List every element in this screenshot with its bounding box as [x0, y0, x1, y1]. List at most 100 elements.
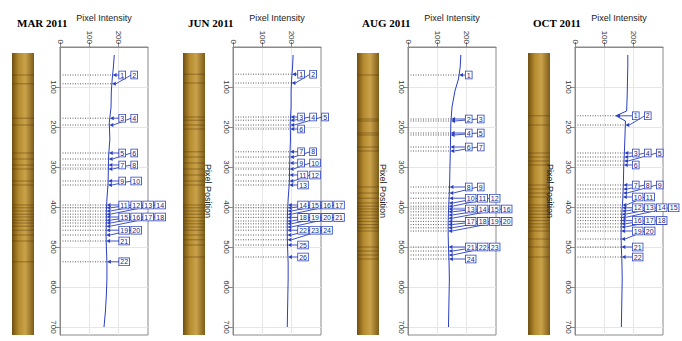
svg-text:8: 8: [311, 148, 315, 155]
svg-text:200: 200: [222, 120, 231, 134]
svg-text:9: 9: [658, 182, 662, 189]
svg-text:200: 200: [462, 31, 471, 45]
svg-text:16: 16: [634, 217, 642, 224]
svg-text:20: 20: [323, 214, 331, 221]
svg-text:19: 19: [120, 227, 128, 234]
svg-text:10: 10: [634, 194, 642, 201]
svg-text:23: 23: [491, 244, 499, 251]
svg-text:13: 13: [646, 204, 654, 211]
svg-text:15: 15: [491, 206, 499, 213]
svg-text:14: 14: [156, 202, 164, 209]
svg-text:7: 7: [299, 148, 303, 155]
svg-text:0: 0: [404, 40, 413, 45]
svg-text:20: 20: [132, 227, 140, 234]
svg-text:3: 3: [299, 114, 303, 121]
svg-text:400: 400: [222, 200, 231, 214]
svg-text:12: 12: [132, 202, 140, 209]
svg-text:7: 7: [479, 144, 483, 151]
svg-text:400: 400: [397, 200, 406, 214]
svg-text:14: 14: [479, 206, 487, 213]
svg-text:20: 20: [646, 228, 654, 235]
svg-text:14: 14: [658, 204, 666, 211]
svg-text:400: 400: [564, 200, 573, 214]
svg-text:600: 600: [49, 280, 58, 294]
svg-text:24: 24: [323, 227, 331, 234]
svg-text:18: 18: [658, 217, 666, 224]
svg-text:9: 9: [299, 160, 303, 167]
svg-text:20: 20: [503, 218, 511, 225]
svg-text:21: 21: [467, 244, 475, 251]
svg-text:6: 6: [299, 126, 303, 133]
svg-text:22: 22: [634, 254, 642, 261]
svg-text:700: 700: [222, 320, 231, 334]
svg-text:17: 17: [335, 202, 343, 209]
svg-text:22: 22: [299, 227, 307, 234]
svg-text:16: 16: [503, 206, 511, 213]
svg-text:MAR 2011: MAR 2011: [17, 17, 67, 29]
svg-text:13: 13: [144, 202, 152, 209]
svg-text:17: 17: [144, 214, 152, 221]
svg-text:19: 19: [634, 228, 642, 235]
svg-text:700: 700: [564, 320, 573, 334]
svg-text:13: 13: [467, 206, 475, 213]
svg-text:300: 300: [49, 160, 58, 174]
svg-text:13: 13: [299, 182, 307, 189]
svg-text:OCT 2011: OCT 2011: [533, 17, 581, 29]
svg-text:4: 4: [132, 115, 136, 122]
svg-text:21: 21: [634, 244, 642, 251]
svg-text:6: 6: [634, 162, 638, 169]
svg-text:1: 1: [299, 71, 303, 78]
svg-text:200: 200: [49, 120, 58, 134]
svg-text:0: 0: [229, 40, 238, 45]
svg-text:2: 2: [646, 112, 650, 119]
svg-text:6: 6: [132, 150, 136, 157]
svg-text:500: 500: [564, 240, 573, 254]
svg-text:200: 200: [629, 31, 638, 45]
svg-text:5: 5: [658, 150, 662, 157]
svg-text:26: 26: [299, 254, 307, 261]
svg-text:8: 8: [132, 162, 136, 169]
svg-text:11: 11: [299, 172, 306, 179]
svg-text:5: 5: [479, 130, 483, 137]
svg-text:11: 11: [646, 194, 653, 201]
svg-text:9: 9: [479, 184, 483, 191]
svg-text:8: 8: [646, 182, 650, 189]
svg-text:7: 7: [634, 182, 638, 189]
svg-text:10: 10: [467, 195, 475, 202]
svg-text:21: 21: [335, 214, 343, 221]
svg-text:14: 14: [299, 202, 307, 209]
svg-text:15: 15: [120, 214, 128, 221]
svg-text:200: 200: [114, 31, 123, 45]
svg-text:16: 16: [323, 202, 331, 209]
svg-text:15: 15: [311, 202, 319, 209]
svg-text:3: 3: [120, 115, 124, 122]
svg-text:12: 12: [491, 195, 499, 202]
svg-text:600: 600: [564, 280, 573, 294]
svg-text:11: 11: [479, 195, 486, 202]
svg-text:100: 100: [49, 80, 58, 94]
svg-text:21: 21: [120, 238, 128, 245]
svg-text:2: 2: [467, 116, 471, 123]
svg-text:Pixel Position: Pixel Position: [378, 164, 388, 218]
svg-text:7: 7: [120, 162, 124, 169]
svg-text:17: 17: [467, 218, 475, 225]
svg-text:700: 700: [397, 320, 406, 334]
svg-text:10: 10: [311, 160, 319, 167]
svg-text:2: 2: [132, 72, 136, 79]
svg-text:19: 19: [491, 218, 499, 225]
svg-text:18: 18: [299, 214, 307, 221]
svg-text:100: 100: [85, 31, 94, 45]
svg-text:1: 1: [634, 112, 638, 119]
svg-text:15: 15: [670, 204, 678, 211]
svg-text:17: 17: [646, 217, 654, 224]
svg-text:19: 19: [311, 214, 319, 221]
svg-text:6: 6: [467, 144, 471, 151]
svg-text:100: 100: [397, 80, 406, 94]
svg-text:11: 11: [120, 202, 127, 209]
svg-text:100: 100: [564, 80, 573, 94]
svg-text:500: 500: [222, 240, 231, 254]
svg-text:200: 200: [564, 120, 573, 134]
svg-text:4: 4: [311, 114, 315, 121]
svg-text:5: 5: [323, 114, 327, 121]
svg-text:22: 22: [120, 258, 128, 265]
